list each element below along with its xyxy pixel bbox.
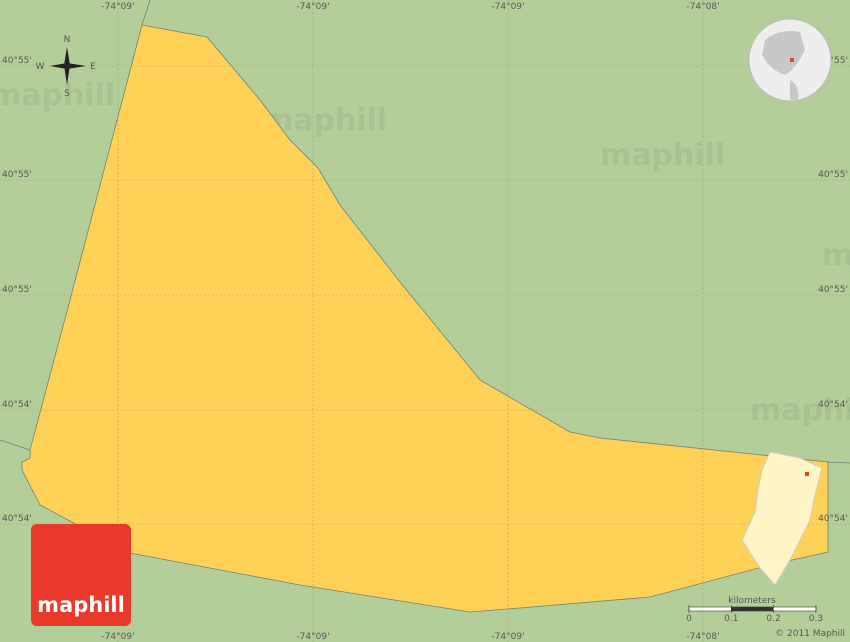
watermark: maphill bbox=[750, 393, 850, 428]
watermark: maphill bbox=[822, 238, 850, 273]
border bbox=[0, 439, 31, 451]
grid-label-right: 40°55' bbox=[818, 56, 848, 66]
grid-label-left: 40°54' bbox=[2, 514, 32, 524]
border bbox=[827, 461, 850, 464]
grid-label-top: -74°09' bbox=[491, 2, 524, 12]
grid-label-right: 40°55' bbox=[818, 285, 848, 295]
grid-label-left: 40°55' bbox=[2, 285, 32, 295]
grid-label-bottom: -74°09' bbox=[491, 632, 524, 642]
compass-s: S bbox=[64, 89, 70, 99]
scale-label: 0.1 bbox=[724, 614, 738, 624]
grid-label-left: 40°55' bbox=[2, 170, 32, 180]
location-marker bbox=[805, 472, 809, 476]
grid-label-bottom: -74°09' bbox=[296, 632, 329, 642]
grid-label-right: 40°55' bbox=[818, 170, 848, 180]
grid-label-bottom: -74°08' bbox=[686, 632, 719, 642]
compass-w: W bbox=[36, 62, 45, 72]
watermark: maphill bbox=[0, 78, 115, 113]
grid-label-top: -74°09' bbox=[101, 2, 134, 12]
globe bbox=[748, 18, 832, 102]
scale-label: 0.2 bbox=[766, 614, 780, 624]
grid-label-left: 40°54' bbox=[2, 400, 32, 410]
grid-label-top: -74°08' bbox=[686, 2, 719, 12]
scale-title: kilometers bbox=[728, 596, 776, 606]
grid-label-right: 40°54' bbox=[818, 514, 848, 524]
logo-box bbox=[31, 524, 131, 626]
scale-label: 0 bbox=[686, 614, 692, 624]
border bbox=[141, 0, 151, 26]
logo: maphill bbox=[37, 593, 125, 617]
compass-n: N bbox=[64, 35, 71, 45]
copyright: © 2011 Maphill bbox=[775, 629, 845, 639]
scale-bar bbox=[731, 607, 773, 611]
compass: N S E W bbox=[36, 35, 97, 99]
scale-label: 0.3 bbox=[809, 614, 823, 624]
grid-label-bottom: -74°09' bbox=[101, 632, 134, 642]
grid-label-right: 40°54' bbox=[818, 400, 848, 410]
compass-e: E bbox=[90, 62, 96, 72]
grid-label-top: -74°09' bbox=[296, 2, 329, 12]
grid-label-left: 40°55' bbox=[2, 56, 32, 66]
watermark: maphill bbox=[600, 138, 725, 173]
state-inset bbox=[741, 451, 823, 586]
